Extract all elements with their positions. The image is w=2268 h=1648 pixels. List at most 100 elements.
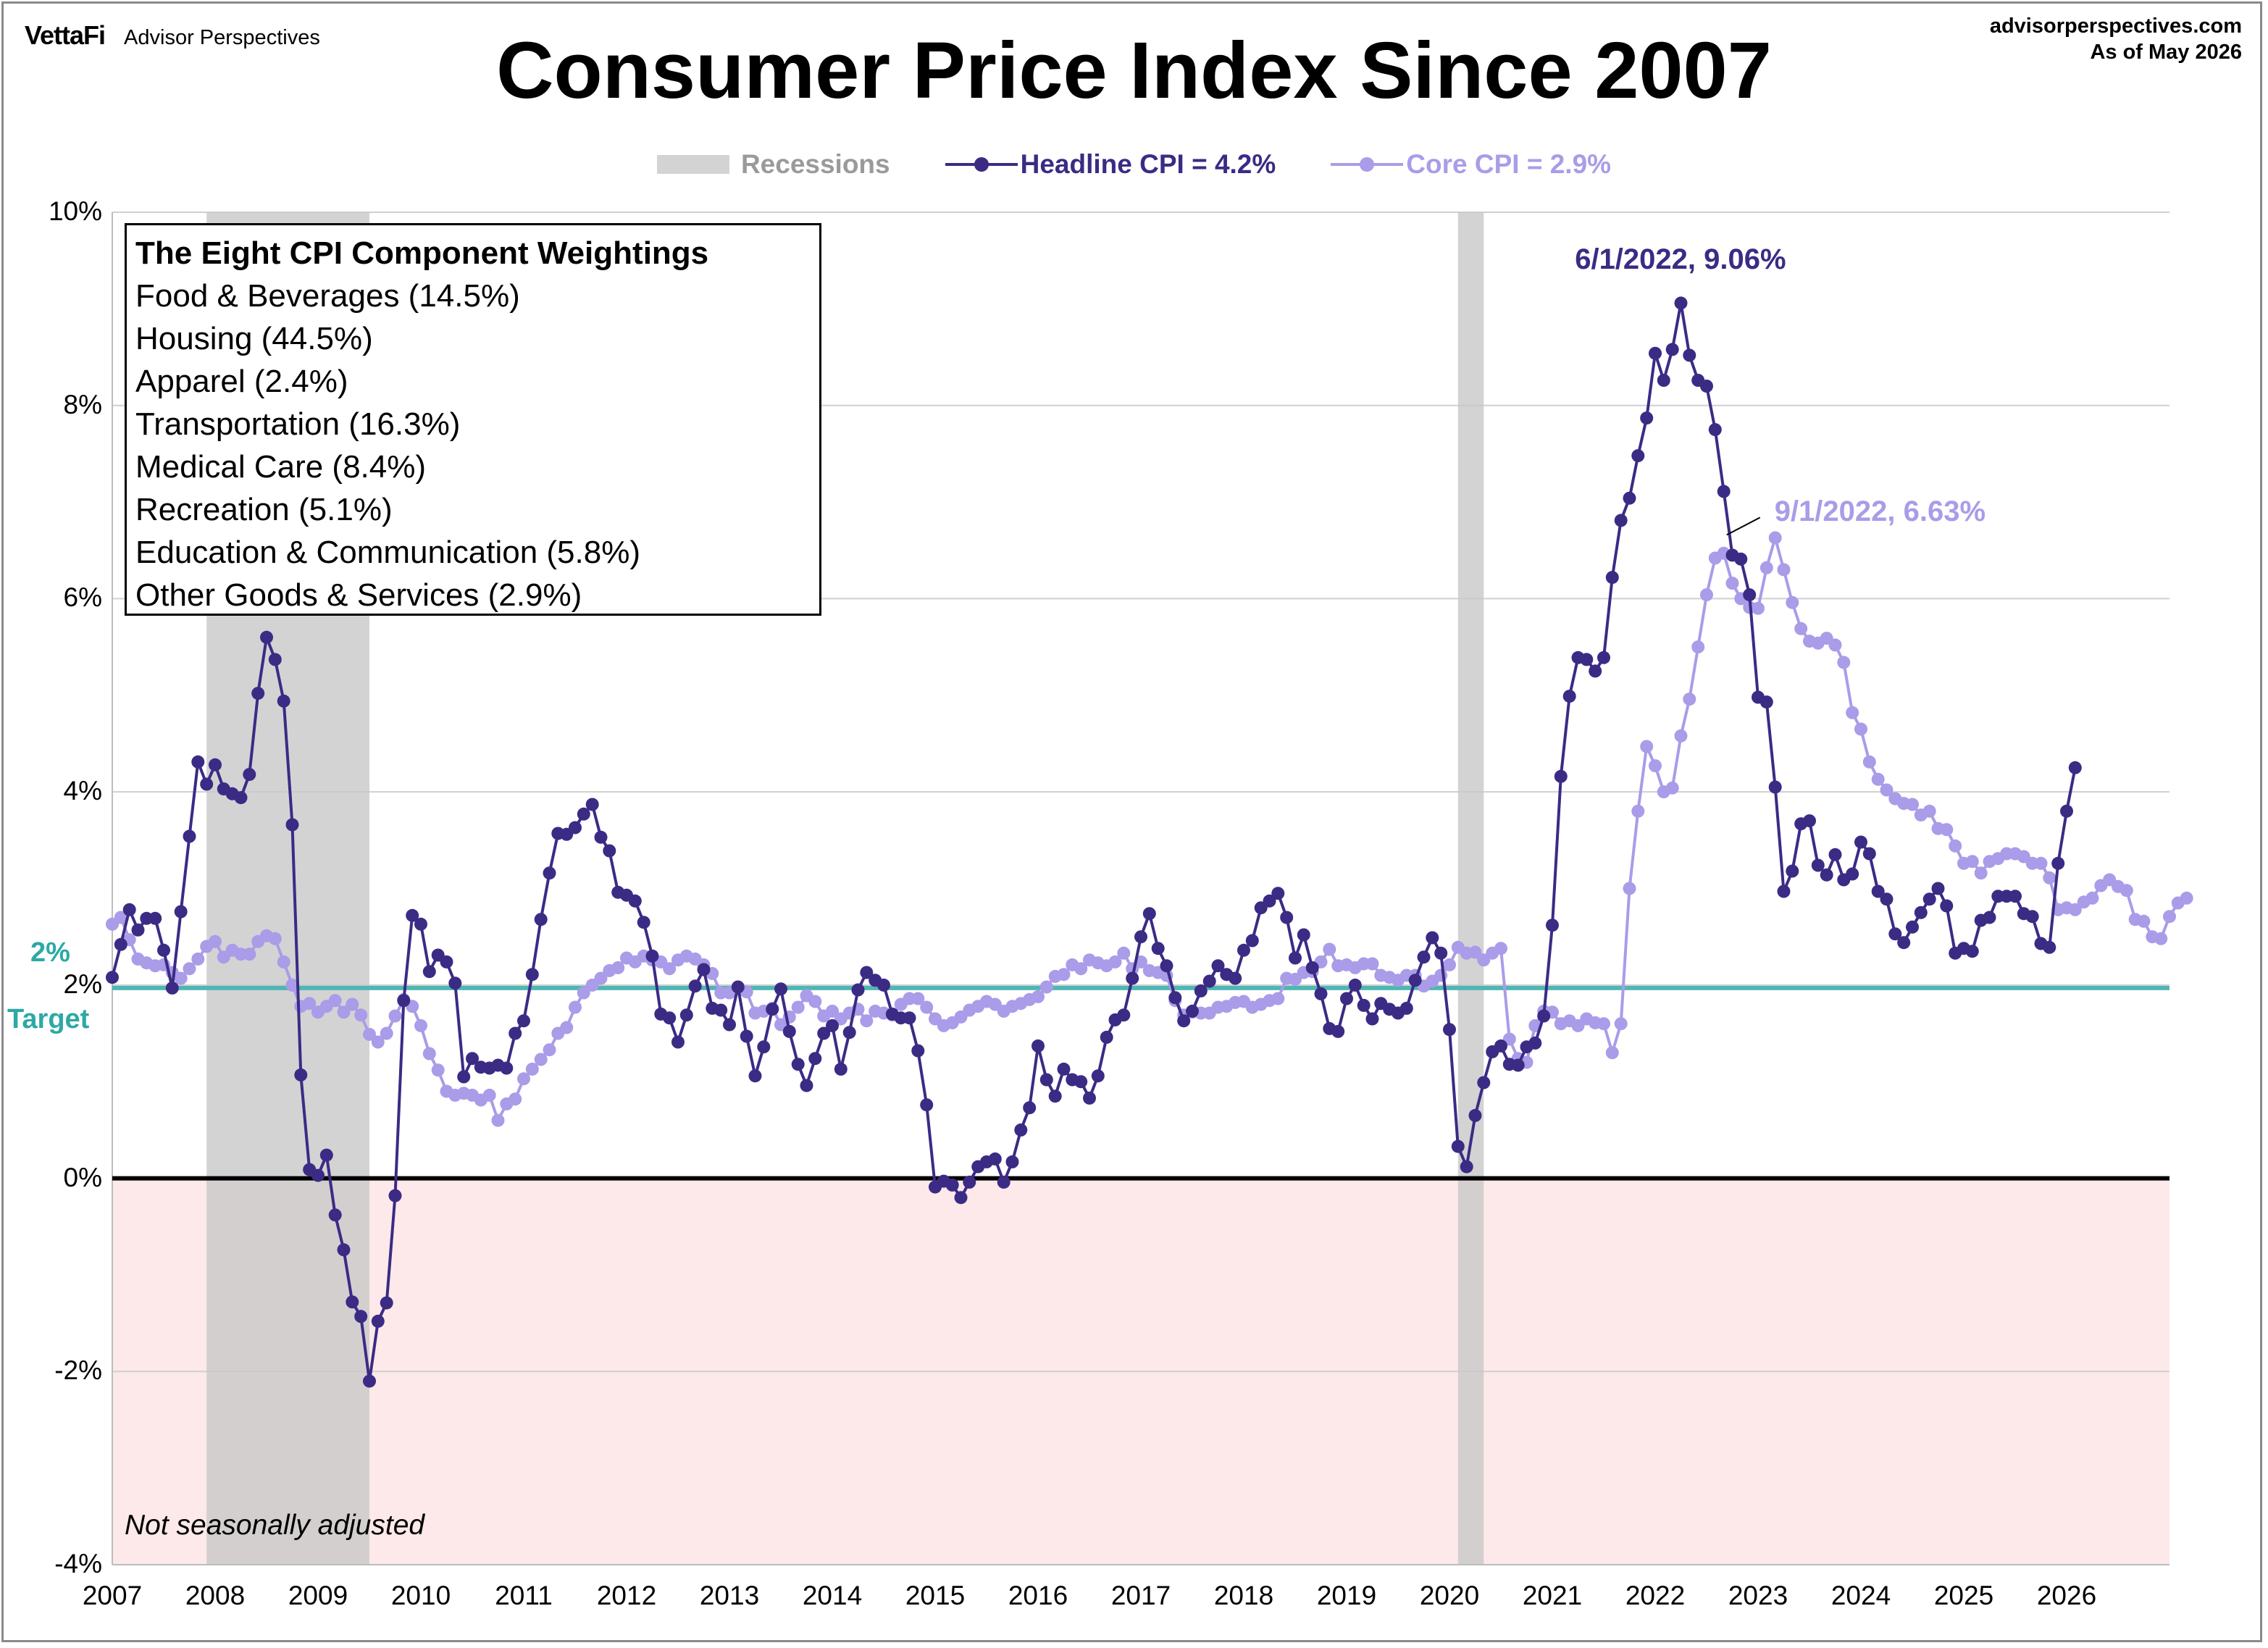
data-point-core [594, 971, 608, 985]
x-tick-label: 2024 [1830, 1581, 1891, 1610]
data-point-headline [243, 768, 256, 782]
data-point-headline [569, 821, 582, 835]
legend-label-core: Core CPI = 2.9% [1406, 149, 1612, 179]
x-tick-label: 2014 [802, 1581, 863, 1610]
data-point-core [1922, 804, 1936, 818]
data-point-headline [1537, 1009, 1551, 1023]
vettafi-logo: VettaFi [25, 20, 106, 50]
data-point-headline [1965, 945, 1979, 958]
data-point-core [1039, 980, 1053, 994]
data-point-headline [2025, 910, 2039, 924]
data-point-headline [1194, 984, 1208, 997]
data-point-headline [1511, 1058, 1525, 1072]
data-point-core [1949, 839, 1962, 853]
data-point-headline [577, 807, 590, 821]
data-point-headline [1734, 552, 1748, 566]
data-point-headline [2051, 856, 2065, 870]
data-point-headline [1289, 951, 1302, 965]
data-point-headline [1880, 892, 1894, 906]
legend-label-headline: Headline CPI = 4.2% [1020, 149, 1276, 179]
data-point-headline [183, 829, 196, 843]
data-point-core [371, 1035, 385, 1049]
data-point-headline [1443, 1023, 1456, 1037]
data-point-headline [791, 1058, 805, 1071]
data-point-core [1862, 755, 1876, 769]
data-point-headline [311, 1168, 325, 1182]
data-point-headline [363, 1374, 376, 1388]
data-point-core [1032, 990, 1045, 1003]
data-point-core [1752, 601, 1765, 615]
data-point-core [1940, 823, 1954, 837]
data-point-headline [1494, 1039, 1507, 1053]
data-point-headline [1245, 934, 1259, 948]
data-point-core [114, 911, 127, 924]
chart-note: Not seasonally adjusted [125, 1510, 425, 1541]
brand-name: Advisor Perspectives [124, 26, 320, 49]
data-point-core [1854, 722, 1867, 736]
legend-item-headline: Headline CPI = 4.2% [945, 149, 1276, 180]
data-point-headline [1186, 1004, 1199, 1018]
as-of-date: As of May 2026 [2090, 41, 2242, 64]
weights-box: The Eight CPI Component Weightings Food … [125, 223, 821, 616]
weights-title: The Eight CPI Component Weightings [135, 235, 709, 271]
data-point-headline [860, 966, 874, 979]
data-point-core [1674, 729, 1688, 743]
data-point-headline [2009, 890, 2022, 903]
data-point-headline [157, 943, 170, 957]
data-point-headline [954, 1191, 968, 1205]
data-point-headline [328, 1208, 342, 1222]
x-tick-label: 2018 [1213, 1581, 1274, 1610]
data-point-headline [1931, 882, 1945, 895]
data-point-headline [1271, 887, 1285, 900]
data-point-headline [851, 983, 865, 997]
data-point-headline [260, 630, 273, 644]
x-tick-label: 2022 [1625, 1581, 1686, 1610]
data-point-headline [1828, 848, 1842, 861]
data-point-headline [1348, 978, 1362, 992]
weights-item: Transportation (16.3%) [135, 406, 461, 442]
data-point-core [1700, 588, 1713, 602]
data-point-headline [1100, 1030, 1113, 1044]
y-tick-label: -4% [54, 1549, 102, 1578]
data-point-headline [1554, 769, 1568, 783]
data-point-headline [1142, 907, 1156, 921]
weights-item: Housing (44.5%) [135, 321, 373, 356]
data-point-core [183, 962, 196, 976]
data-point-core [663, 962, 677, 976]
data-point-headline [277, 694, 290, 708]
weights-item: Apparel (2.4%) [135, 364, 348, 399]
data-point-headline [1811, 858, 1825, 872]
series-line-core [111, 536, 2188, 1122]
data-point-headline [294, 1068, 308, 1082]
data-point-headline [628, 894, 642, 908]
data-point-headline [251, 687, 265, 700]
data-point-headline [1803, 814, 1816, 828]
data-point-headline [1922, 892, 1936, 906]
data-point-core [337, 1005, 351, 1019]
data-point-core [1605, 1046, 1619, 1060]
data-point-headline [1940, 899, 1954, 913]
data-point-core [860, 1014, 874, 1028]
data-point-headline [1263, 894, 1276, 908]
data-point-core [1683, 693, 1696, 706]
data-point-headline [1237, 943, 1250, 957]
data-point-headline [1032, 1039, 1045, 1053]
data-point-core [611, 961, 625, 974]
data-point-core [2043, 871, 2056, 884]
data-point-headline [1888, 927, 1902, 941]
data-point-core [569, 1000, 582, 1014]
data-point-headline [337, 1243, 351, 1257]
data-point-core [388, 1009, 402, 1023]
y-tick-label: 2% [63, 969, 102, 999]
y-tick-label: 10% [48, 196, 102, 226]
data-point-headline [1160, 959, 1173, 973]
data-point-headline [1708, 423, 1722, 437]
data-point-headline [1014, 1123, 1028, 1137]
data-point-headline [148, 911, 162, 925]
data-point-core [1271, 992, 1285, 1005]
data-point-headline [1177, 1014, 1191, 1028]
data-point-core [191, 952, 205, 966]
data-point-core [174, 971, 188, 985]
x-tick-label: 2020 [1419, 1581, 1480, 1610]
